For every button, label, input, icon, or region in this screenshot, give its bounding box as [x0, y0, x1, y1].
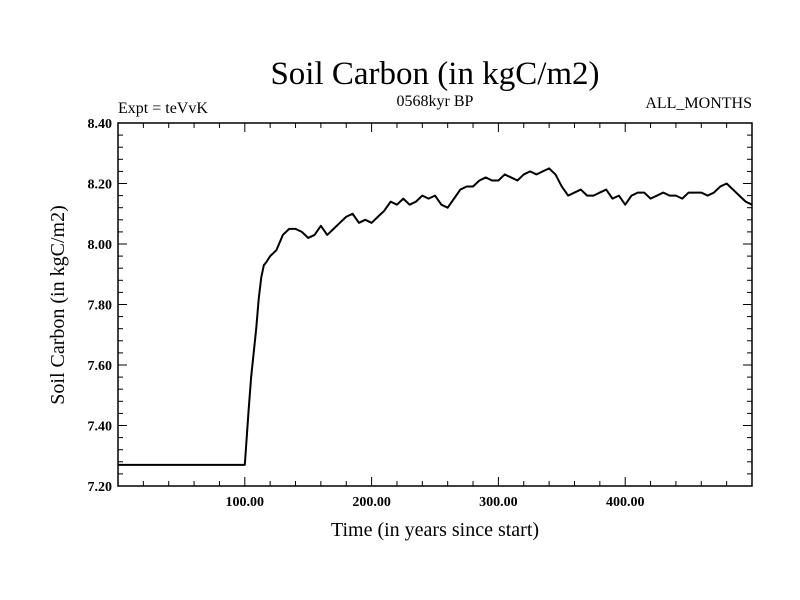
y-tick-label: 7.60 — [88, 359, 113, 374]
x-tick-label: 200.00 — [352, 495, 391, 510]
y-tick-label: 8.40 — [88, 117, 113, 132]
y-tick-label: 7.40 — [88, 420, 113, 435]
axis-ticks — [118, 122, 752, 487]
y-tick-label: 7.20 — [88, 480, 113, 495]
x-tick-label: 100.00 — [226, 495, 265, 510]
y-tick-label: 7.80 — [88, 299, 113, 314]
plot-frame — [117, 122, 753, 487]
x-tick-label: 300.00 — [479, 495, 518, 510]
subtitle-left: Expt = teVvK — [118, 100, 208, 117]
series-line — [118, 167, 753, 466]
subtitle-right: ALL_MONTHS — [645, 95, 752, 112]
y-tick-label: 8.00 — [88, 238, 113, 253]
y-tick-label: 8.20 — [88, 178, 113, 193]
y-axis-label: Soil Carbon (in kgC/m2) — [47, 205, 69, 404]
chart-title: Soil Carbon (in kgC/m2) — [270, 56, 599, 92]
tick-labels: 100.00 200.00 300.00 400.00 7.20 7.40 7.60 7.80… — [88, 117, 645, 510]
x-tick-label: 400.00 — [606, 495, 645, 510]
subtitle-center: 0568kyr BP — [397, 93, 474, 110]
x-axis-label: Time (in years since start) — [331, 519, 539, 541]
